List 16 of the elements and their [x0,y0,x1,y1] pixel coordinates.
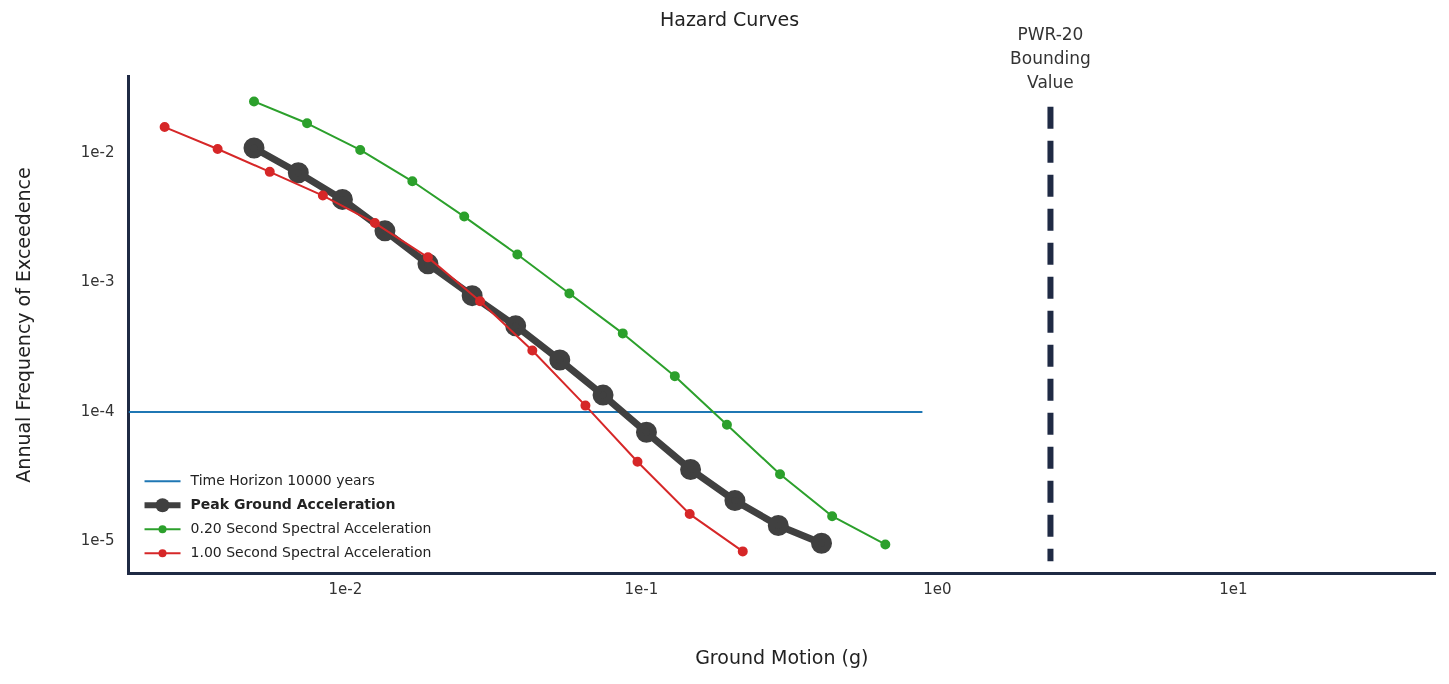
y-tick-label: 1e-4 [80,401,115,420]
y-tick-label: 1e-5 [80,531,115,550]
x-tick-label: 1e-2 [328,580,363,599]
x-tick-label: 1e0 [923,580,952,599]
chart-title: Hazard Curves [659,8,800,31]
y-tick-label: 1e-2 [80,142,115,161]
x-tick-label: 1e-1 [624,580,659,599]
legend-label: Peak Ground Acceleration [190,495,396,512]
legend-label: 1.00 Second Spectral Acceleration [190,543,432,560]
x-axis-title: Ground Motion (g) [695,645,869,668]
y-axis-title: Annual Frequency of Exceedence [12,167,35,483]
x-tick-label: 1e1 [1219,580,1248,599]
ref-line-label: PWR-20 Bounding Value [1010,23,1091,92]
y-tick-label: 1e-3 [80,272,115,291]
legend-label: 0.20 Second Spectral Acceleration [190,519,432,536]
legend-label: Time Horizon 10000 years [189,471,375,488]
